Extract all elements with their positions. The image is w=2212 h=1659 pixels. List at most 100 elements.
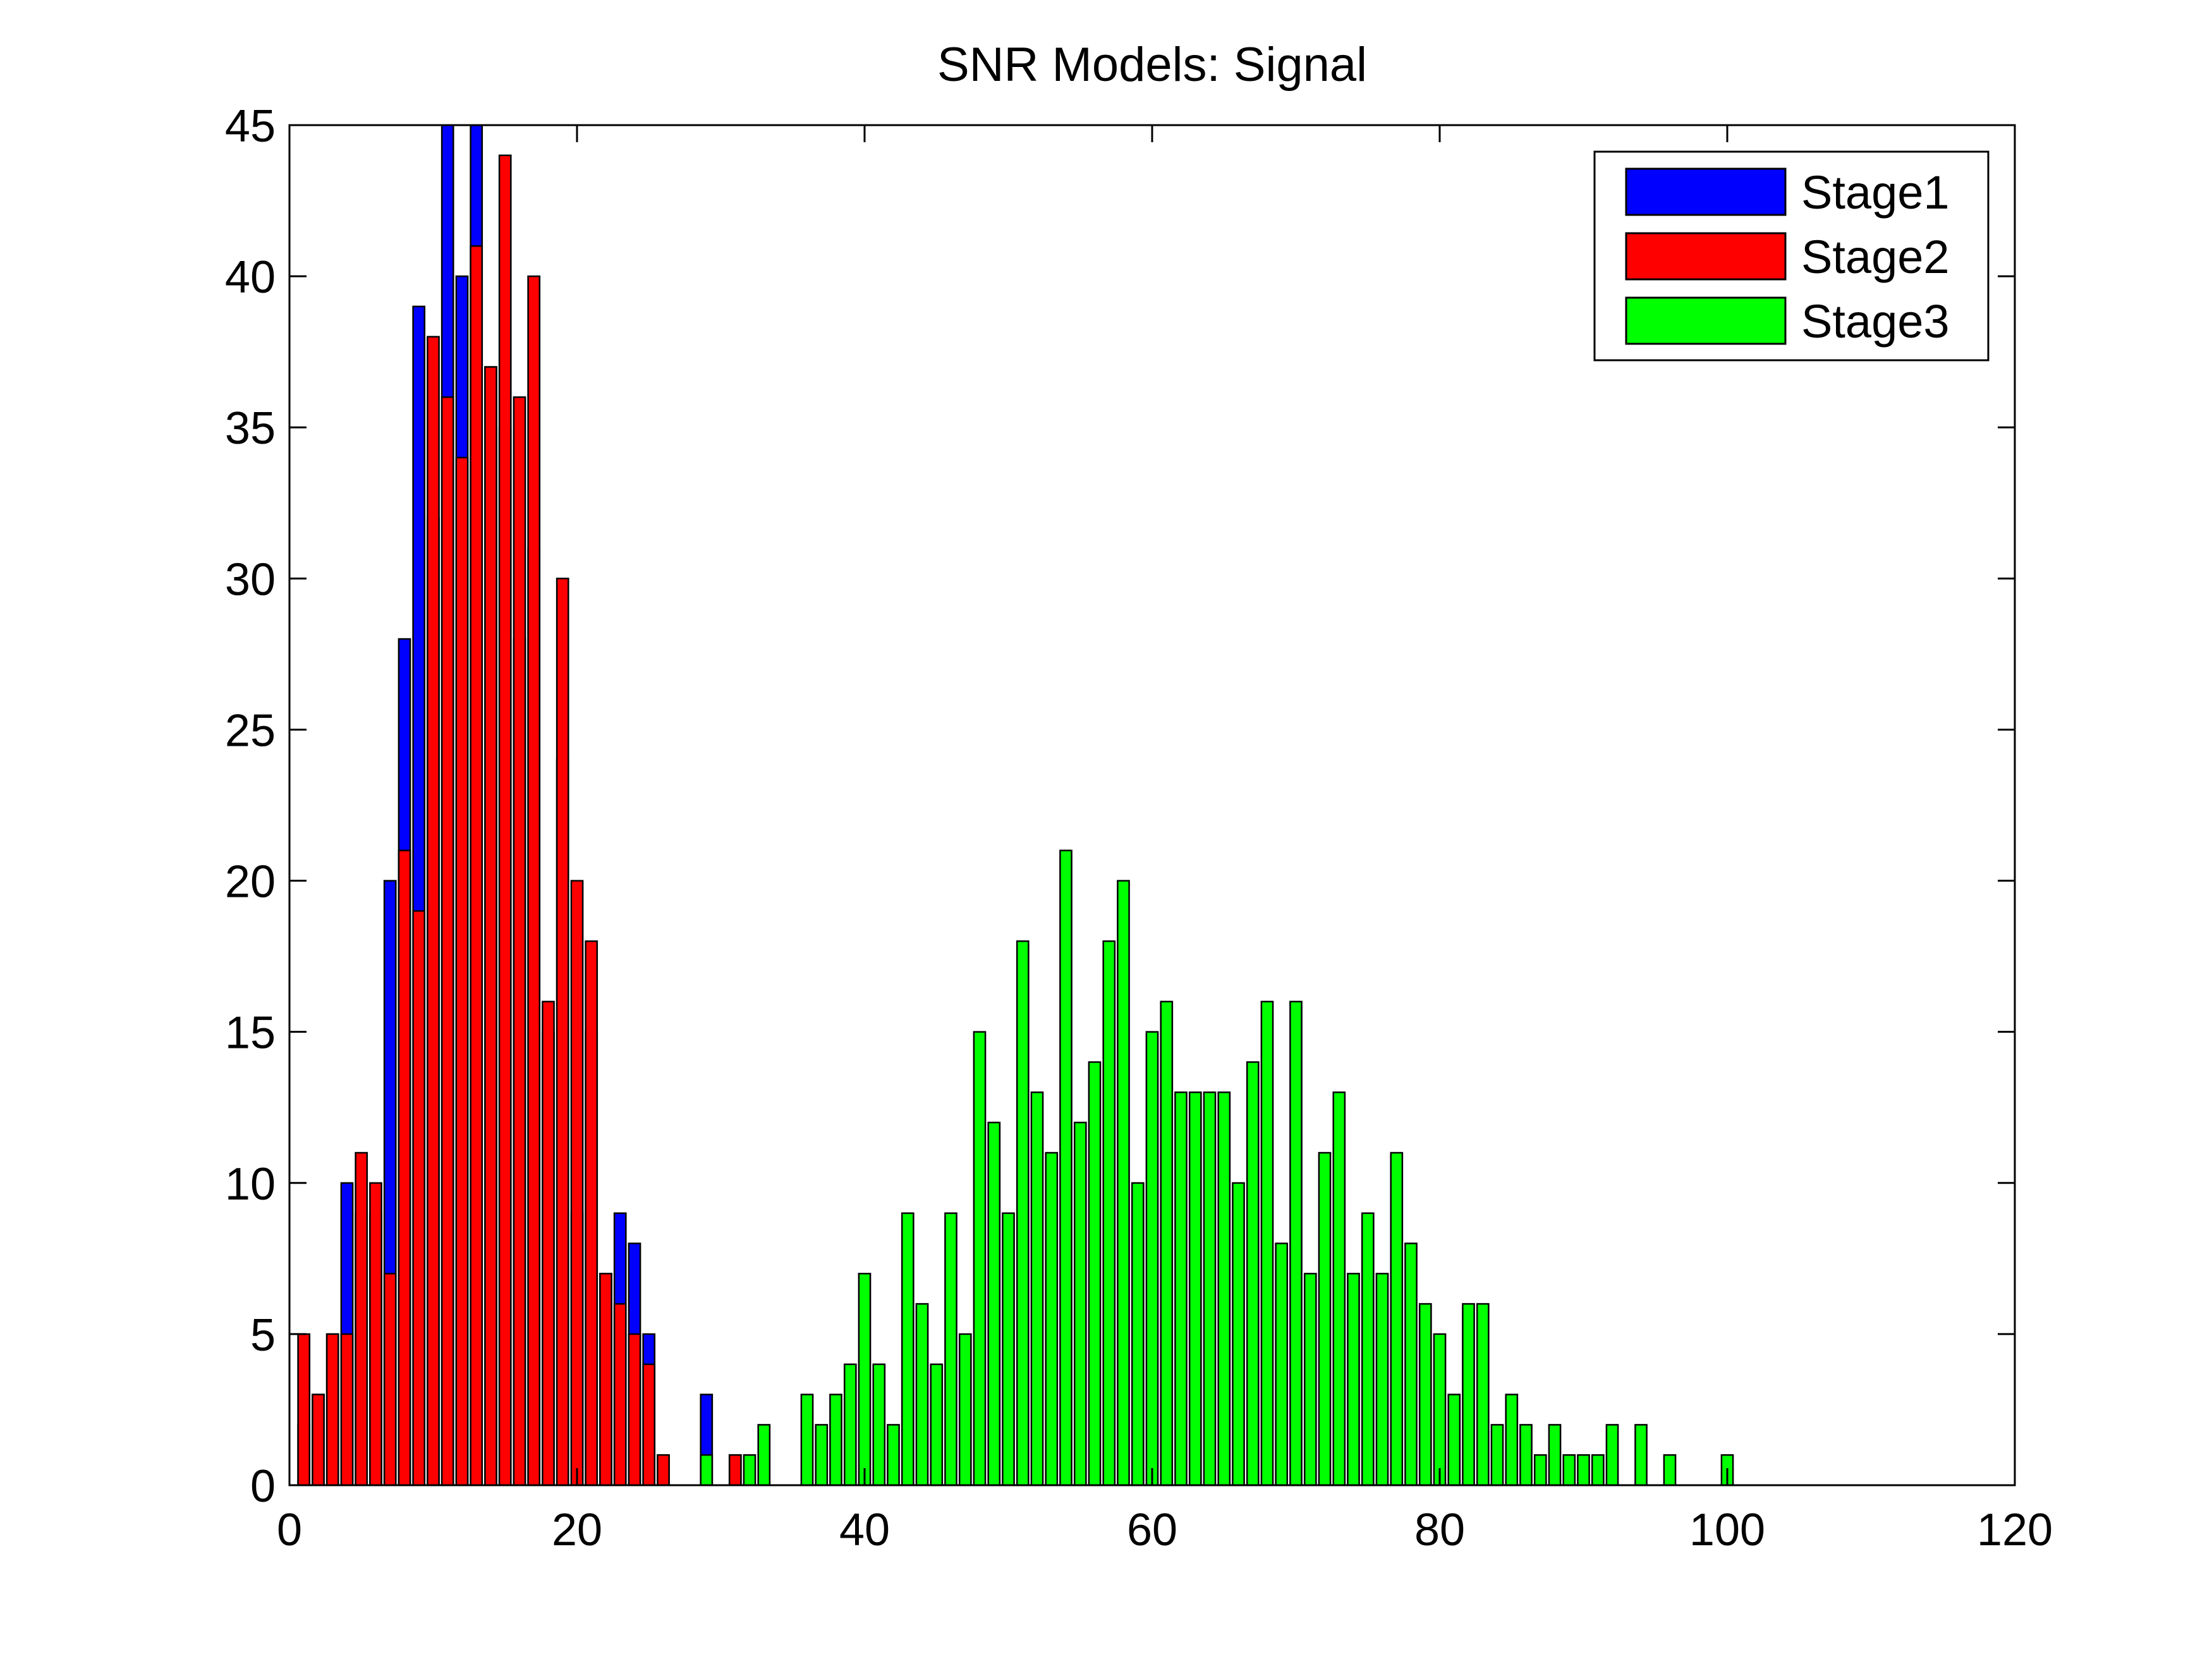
bar-stage2-13 [470,245,483,1486]
bar-stage3-40 [858,1272,872,1486]
bar-stage3-88 [1548,1424,1562,1486]
bar-stage3-91 [1591,1454,1605,1486]
x-tick-label-20: 20 [552,1505,602,1555]
bar-stage2-31 [728,1454,742,1486]
bar-stage2-19 [556,578,569,1486]
bar-stage2-5 [355,1152,368,1486]
bar-stage3-66 [1232,1182,1245,1486]
bar-stage3-76 [1375,1272,1389,1486]
bar-stage2-6 [369,1182,382,1486]
bar-stage2-2 [312,1394,325,1486]
bar-stage3-63 [1188,1091,1202,1486]
y-tick-label-0: 0 [250,1461,276,1512]
bar-stage3-78 [1404,1243,1418,1486]
bar-stage2-25 [642,1363,656,1486]
bar-stage2-18 [542,1000,555,1486]
bar-stage3-86 [1519,1424,1533,1486]
bar-stage2-7 [383,1272,397,1486]
bar-stage3-43 [901,1212,915,1486]
bar-stage2-17 [527,275,541,1486]
bar-stage2-20 [570,880,584,1486]
bar-stage2-3 [325,1333,339,1486]
y-tick-label-20: 20 [225,857,276,908]
y-tick-label-15: 15 [225,1008,276,1059]
bar-stage3-85 [1505,1394,1519,1486]
bar-stage3-57 [1102,940,1116,1486]
bar-stage2-10 [427,336,440,1486]
legend: Stage1 Stage2 Stage3 [1593,150,1990,362]
bar-stage2-11 [441,396,454,1486]
bar-stage3-96 [1663,1454,1677,1486]
bar-stage3-45 [930,1363,944,1486]
bar-stage3-73 [1332,1091,1346,1486]
bar-stage2-4 [340,1333,354,1486]
bar-stage3-75 [1361,1212,1375,1486]
bar-stage3-38 [829,1394,842,1486]
bar-stage3-39 [843,1363,857,1486]
legend-swatch-stage1 [1625,167,1787,216]
bar-stage3-68 [1260,1000,1274,1486]
bar-stage2-24 [628,1333,641,1486]
y-tick-label-30: 30 [225,554,276,605]
chart-title: SNR Models: Signal [937,38,1367,92]
bar-stage3-92 [1605,1424,1619,1486]
x-tick-label-120: 120 [1977,1505,2053,1555]
legend-swatch-stage3 [1625,296,1787,345]
bar-stage3-58 [1117,880,1130,1486]
x-tick-label-40: 40 [839,1505,890,1555]
bar-stage3-29 [700,1454,714,1486]
bar-stage2-21 [585,940,599,1486]
legend-label-stage1: Stage1 [1801,166,1950,219]
y-tick-label-5: 5 [250,1310,276,1361]
x-tick-label-60: 60 [1127,1505,1177,1555]
legend-label-stage3: Stage3 [1801,295,1950,348]
bar-stage3-74 [1347,1272,1360,1486]
bar-stage3-53 [1045,1152,1059,1486]
bar-stage3-81 [1447,1394,1461,1486]
bar-stage3-89 [1562,1454,1576,1486]
x-tick-label-0: 0 [277,1505,302,1555]
y-tick-label-25: 25 [225,705,276,756]
bar-stage3-70 [1289,1000,1303,1486]
bar-stage3-41 [872,1363,886,1486]
y-tick-label-45: 45 [225,101,276,152]
bar-stage3-80 [1433,1333,1447,1486]
x-tick-label-80: 80 [1414,1505,1465,1555]
bar-stage3-90 [1577,1454,1590,1486]
bar-stage3-64 [1203,1091,1217,1486]
bar-stage3-94 [1634,1424,1648,1486]
bar-stage2-8 [398,849,411,1486]
bar-stage3-69 [1275,1243,1289,1486]
bar-stage3-62 [1174,1091,1188,1486]
bar-stage3-46 [944,1212,957,1486]
bar-stage2-15 [498,154,512,1486]
bar-stage2-22 [599,1272,612,1486]
bar-stage3-59 [1131,1182,1145,1486]
bar-stage3-36 [800,1394,814,1486]
bar-stage2-26 [657,1454,670,1486]
bar-stage2-1 [297,1333,311,1486]
bar-stage3-60 [1145,1031,1159,1486]
bar-stage3-32 [743,1454,757,1486]
bar-stage2-9 [412,910,426,1486]
bar-stage2-23 [613,1303,627,1486]
bar-stage3-87 [1533,1454,1547,1486]
x-tick-label-100: 100 [1689,1505,1765,1555]
bar-stage3-52 [1030,1091,1044,1486]
bar-stage3-72 [1318,1152,1332,1486]
bar-stage3-49 [987,1121,1001,1486]
bar-stage2-14 [484,366,497,1486]
bar-stage3-79 [1418,1303,1432,1486]
bar-stage3-44 [915,1303,929,1486]
legend-label-stage2: Stage2 [1801,231,1950,283]
series-stage3 [700,849,1734,1486]
bar-stage3-65 [1217,1091,1231,1486]
bar-stage2-16 [513,396,526,1486]
bar-stage3-47 [958,1333,972,1486]
bar-stage3-54 [1059,849,1073,1486]
bar-stage3-33 [757,1424,771,1486]
bar-stage3-55 [1073,1121,1087,1486]
y-tick-label-40: 40 [225,252,276,303]
bar-stage3-37 [815,1424,829,1486]
